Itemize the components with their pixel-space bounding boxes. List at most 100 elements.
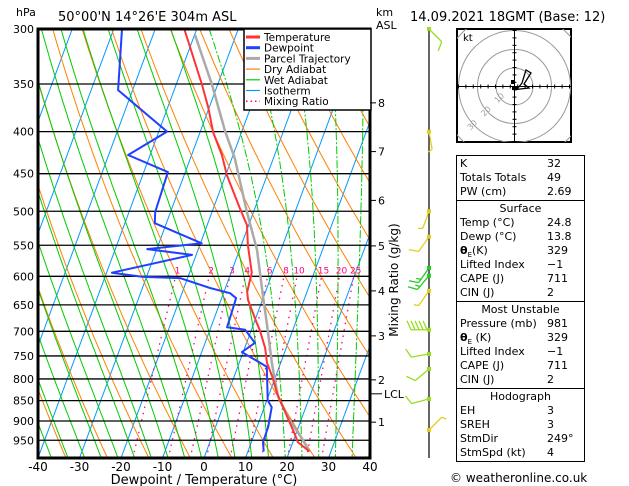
wind-barb bbox=[413, 288, 431, 307]
isotherm-line bbox=[38, 29, 73, 123]
wind-barb-flag bbox=[406, 320, 412, 331]
wind-barb bbox=[427, 27, 443, 52]
index-row-totals: Totals Totals 49 bbox=[460, 171, 584, 185]
legend-label: Temperature bbox=[263, 32, 331, 44]
surface-temp-row: Temp (°C) 24.8 bbox=[460, 216, 584, 230]
wet-adiabat-line bbox=[38, 190, 136, 458]
wind-barb-shaft bbox=[414, 368, 430, 382]
lcl-label: LCL bbox=[384, 388, 405, 401]
section-title: Most Unstable bbox=[481, 303, 560, 316]
pressure-label: 350 bbox=[13, 78, 34, 91]
isotherm-line bbox=[286, 232, 370, 458]
legend-label: Dewpoint bbox=[264, 43, 314, 55]
wet-adiabat-line bbox=[40, 29, 186, 458]
wind-barb-flag bbox=[408, 248, 419, 253]
legend-label: Isotherm bbox=[264, 86, 311, 98]
row-value: −1 bbox=[547, 345, 564, 358]
most-unstable-section: Most Unstable Pressure (mb) 981 θE (K) 329… bbox=[457, 302, 584, 389]
legend-label: Wet Adiabat bbox=[264, 75, 328, 87]
wind-barb-shaft bbox=[418, 267, 430, 284]
pressure-label: 450 bbox=[13, 168, 34, 181]
wet-adiabat-line bbox=[82, 29, 219, 458]
row-value: 711 bbox=[547, 272, 568, 285]
mixing-ratio-line bbox=[305, 276, 341, 458]
wet-adiabat-line bbox=[0, 4, 37, 462]
dry-adiabat-line bbox=[38, 183, 150, 458]
row-label: CAPE (J) bbox=[460, 272, 505, 285]
row-value: 24.8 bbox=[547, 216, 572, 229]
wind-barb-flag bbox=[406, 375, 416, 382]
hodograph-inner bbox=[457, 29, 571, 142]
hodograph-unit: kt bbox=[463, 33, 473, 44]
temperature-tick-label: -30 bbox=[70, 460, 90, 474]
height-label: 5 bbox=[378, 240, 385, 253]
temperature-tick-label: 20 bbox=[279, 460, 294, 474]
row-label: θE (K) bbox=[460, 331, 547, 346]
mixing-ratio-label: 15 bbox=[318, 266, 329, 276]
height-label: 2 bbox=[378, 374, 385, 387]
wind-barb-flag bbox=[405, 348, 412, 358]
row-value: −1 bbox=[547, 258, 564, 271]
wind-barb-dot bbox=[427, 27, 431, 31]
row-label: Lifted Index bbox=[460, 345, 525, 358]
height-label: 1 bbox=[378, 416, 385, 429]
pressure-label: 500 bbox=[13, 205, 34, 218]
wind-barb bbox=[404, 395, 431, 405]
asl-unit: ASL bbox=[376, 19, 398, 32]
dry-adiabat-line bbox=[110, 29, 316, 458]
row-value: 249° bbox=[547, 432, 574, 445]
wind-barb-dot bbox=[427, 265, 431, 270]
wind-barb bbox=[427, 416, 447, 432]
row-label: Dewp (°C) bbox=[460, 230, 517, 243]
wind-barb bbox=[406, 367, 431, 382]
temperature-tick-label: 0 bbox=[200, 460, 208, 474]
dry-adiabat-line bbox=[287, 29, 370, 184]
index-value: 2.69 bbox=[547, 185, 572, 198]
hodograph-trace bbox=[513, 69, 532, 91]
km-unit: km bbox=[376, 6, 393, 19]
row-label: CAPE (J) bbox=[460, 359, 505, 372]
dry-adiabat-line bbox=[38, 285, 108, 458]
row-label: Pressure (mb) bbox=[460, 317, 537, 330]
row-value: 329 bbox=[547, 331, 568, 344]
hodograph-marker bbox=[512, 86, 518, 90]
row-value: 2 bbox=[547, 286, 554, 299]
temperature-tick-label: -20 bbox=[111, 460, 131, 474]
index-row-pw: PW (cm) 2.69 bbox=[460, 185, 584, 199]
profiles bbox=[110, 29, 311, 453]
dry-adiabat-line bbox=[594, 4, 629, 462]
wind-barb-flag bbox=[404, 395, 413, 404]
wind-barb-shaft bbox=[428, 416, 443, 431]
hodo-eh-row: EH 3 bbox=[460, 404, 584, 418]
wind-barb-dot bbox=[427, 129, 431, 134]
legend-label: Parcel Trajectory bbox=[264, 53, 351, 65]
stats-table: K 32 Totals Totals 49 PW (cm) 2.69 Surface … bbox=[456, 155, 585, 462]
wind-barb-flag bbox=[418, 320, 424, 331]
temperature-axis-labels: -40 -30 -20 -10 0 10 20 30 40 bbox=[28, 460, 377, 474]
wind-barb bbox=[407, 273, 431, 291]
pressure-label: 400 bbox=[13, 126, 34, 139]
mixing-ratio-label: 10 bbox=[293, 266, 305, 276]
copyright[interactable]: © weatheronline.co.uk bbox=[450, 471, 588, 485]
index-value: 32 bbox=[547, 157, 561, 170]
location-title: 50°00'N 14°26'E 304m ASL bbox=[58, 10, 237, 25]
wet-adiabat-line bbox=[38, 287, 102, 458]
index-label: PW (cm) bbox=[460, 185, 507, 198]
mu-cape-row: CAPE (J) 711 bbox=[460, 359, 584, 373]
dry-adiabat-line bbox=[228, 29, 370, 299]
wind-barb bbox=[405, 348, 431, 358]
wet-adiabat-line bbox=[329, 29, 339, 458]
surface-dewp-row: Dewp (°C) 13.8 bbox=[460, 230, 584, 244]
row-value: 981 bbox=[547, 317, 568, 330]
wet-adiabat-line bbox=[292, 29, 320, 458]
wind-barb-dot bbox=[427, 234, 431, 239]
wind-barb-dot bbox=[427, 367, 431, 372]
wind-barb-dot bbox=[427, 427, 431, 432]
wind-barb-shaft bbox=[418, 290, 430, 306]
wind-barb-flag bbox=[416, 277, 422, 280]
hodograph-marker bbox=[511, 80, 515, 84]
mixing-ratio-label: 6 bbox=[267, 266, 273, 276]
